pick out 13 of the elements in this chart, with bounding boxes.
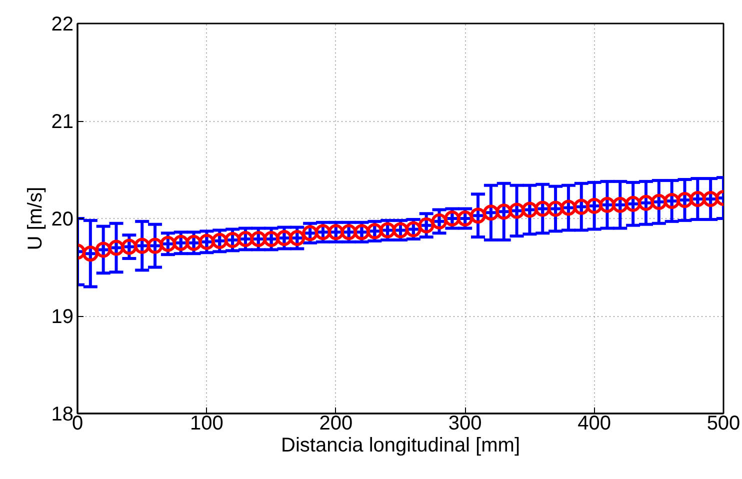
y-tick-label: 19 (51, 306, 74, 328)
y-tick-label: 21 (51, 111, 74, 133)
x-tick-label: 400 (578, 412, 611, 434)
x-axis-title: Distancia longitudinal [mm] (281, 434, 520, 456)
y-tick-label: 22 (51, 14, 74, 36)
x-tick-label: 100 (190, 412, 224, 434)
x-tick-label: 0 (72, 412, 84, 434)
x-tick-label: 200 (319, 412, 353, 434)
y-axis-title: U [m/s] (24, 186, 46, 250)
x-tick-label: 300 (448, 412, 482, 434)
x-tick-label: 500 (706, 412, 740, 434)
y-tick-label: 18 (51, 404, 74, 426)
y-tick-label: 20 (51, 208, 74, 230)
